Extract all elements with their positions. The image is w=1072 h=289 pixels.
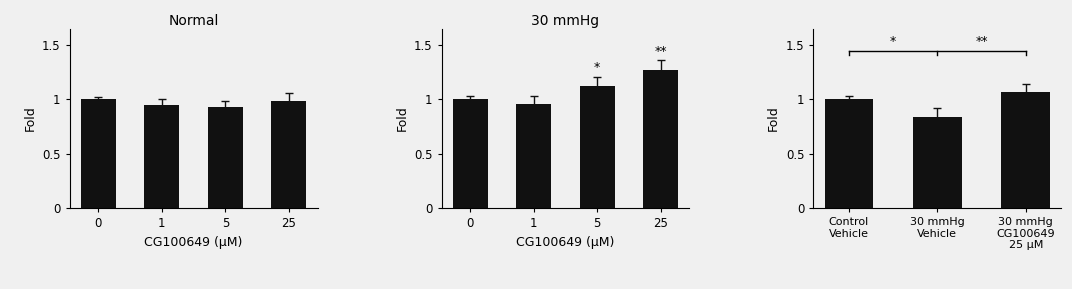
Bar	[643, 70, 679, 208]
Bar	[145, 105, 179, 208]
Bar	[81, 99, 116, 208]
Text: **: **	[976, 36, 987, 49]
Title: 30 mmHg: 30 mmHg	[532, 14, 599, 28]
Bar	[208, 107, 243, 208]
Bar	[271, 101, 307, 208]
Bar	[580, 86, 614, 208]
Bar	[913, 117, 962, 208]
Bar	[517, 104, 551, 208]
Title: Normal: Normal	[168, 14, 219, 28]
Y-axis label: Fold: Fold	[768, 105, 780, 131]
Y-axis label: Fold: Fold	[24, 105, 36, 131]
X-axis label: CG100649 (μM): CG100649 (μM)	[145, 236, 243, 249]
Bar	[824, 99, 874, 208]
Y-axis label: Fold: Fold	[396, 105, 408, 131]
Text: *: *	[890, 36, 896, 49]
Bar	[1001, 92, 1049, 208]
Text: **: **	[654, 45, 667, 58]
Bar	[452, 99, 488, 208]
Text: *: *	[594, 61, 600, 74]
X-axis label: CG100649 (μM): CG100649 (μM)	[517, 236, 614, 249]
